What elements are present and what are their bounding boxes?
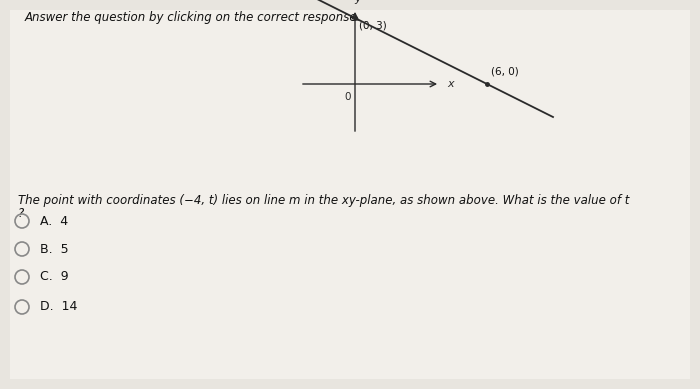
Text: (6, 0): (6, 0) xyxy=(491,66,519,76)
Text: ?: ? xyxy=(18,207,25,220)
Text: y: y xyxy=(355,0,361,4)
FancyBboxPatch shape xyxy=(10,10,690,379)
Text: (0, 3): (0, 3) xyxy=(359,20,386,30)
Text: A.  4: A. 4 xyxy=(40,214,68,228)
Text: 0: 0 xyxy=(344,92,351,102)
Text: C.  9: C. 9 xyxy=(40,270,69,284)
Text: x: x xyxy=(447,79,454,89)
Text: Answer the question by clicking on the correct response.: Answer the question by clicking on the c… xyxy=(25,11,361,24)
Text: The point with coordinates (−4, t) lies on line m in the xy-plane, as shown abov: The point with coordinates (−4, t) lies … xyxy=(18,194,629,207)
Text: B.  5: B. 5 xyxy=(40,242,69,256)
Text: D.  14: D. 14 xyxy=(40,300,78,314)
